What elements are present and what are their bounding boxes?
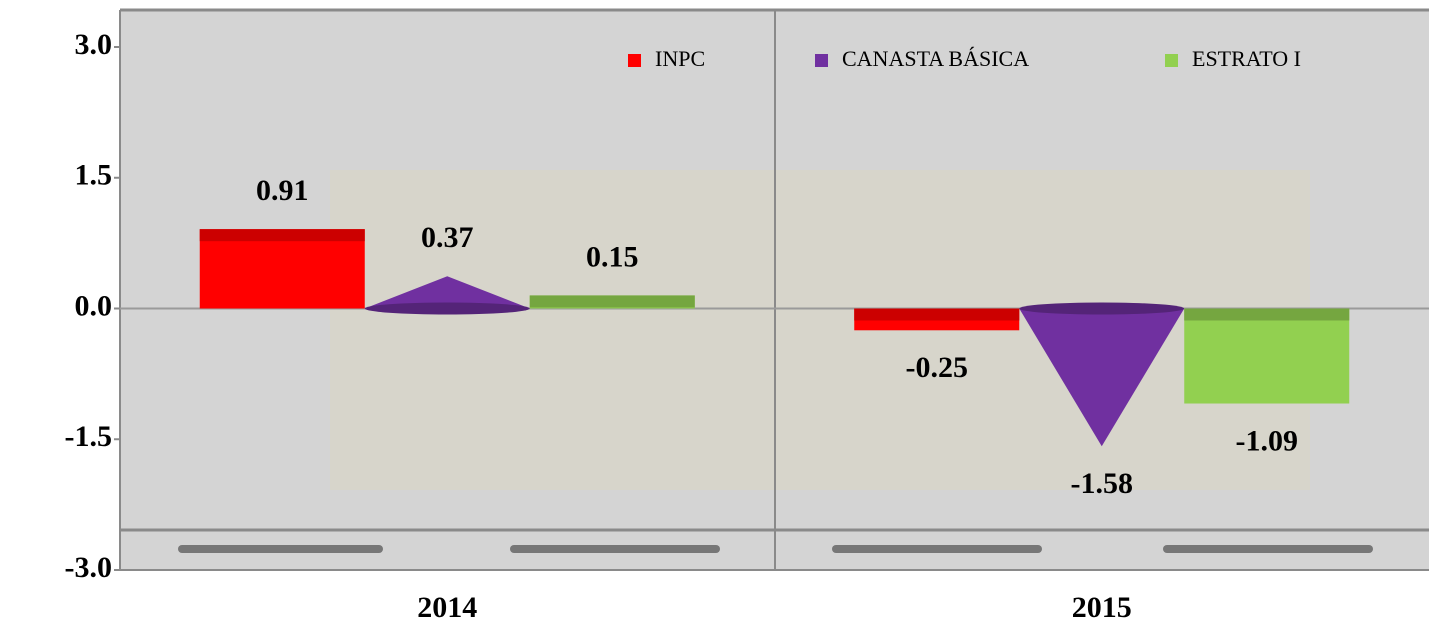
y-tick-label: 1.5 xyxy=(75,159,113,192)
bar-top xyxy=(200,229,365,241)
value-label: 0.15 xyxy=(586,240,639,273)
y-tick-label: 0.0 xyxy=(75,289,113,322)
y-tick-label: 3.0 xyxy=(75,28,113,61)
legend-label: CANASTA BÁSICA xyxy=(842,46,1029,71)
bar-top xyxy=(854,309,1019,321)
bar-top xyxy=(530,295,695,307)
y-tick-label: -1.5 xyxy=(65,420,113,453)
legend-swatch xyxy=(815,54,828,67)
cone-base xyxy=(1019,303,1184,315)
legend-label: INPC xyxy=(655,46,705,71)
value-label: 0.91 xyxy=(256,174,309,207)
chart: 3.0 1.5 0.0 -1.5 -3.0 2014 0.91 0.37 0.15 2015 -0.… xyxy=(0,0,1429,627)
shadow xyxy=(178,545,383,553)
legend-swatch xyxy=(628,54,641,67)
x-tick-label: 2014 xyxy=(417,591,477,624)
value-label: -1.58 xyxy=(1071,467,1134,500)
y-tick-label: -3.0 xyxy=(65,551,113,584)
shadow xyxy=(1163,545,1373,553)
value-label: -0.25 xyxy=(906,351,969,384)
legend-label: ESTRATO I xyxy=(1192,46,1301,71)
shadow xyxy=(510,545,720,553)
x-tick-label: 2015 xyxy=(1072,591,1132,624)
bar-top xyxy=(1184,309,1349,321)
cone-base xyxy=(365,303,530,315)
shadow xyxy=(832,545,1042,553)
legend-swatch xyxy=(1165,54,1178,67)
bar xyxy=(1184,309,1349,404)
value-label: 0.37 xyxy=(421,221,474,254)
value-label: -1.09 xyxy=(1236,424,1299,457)
